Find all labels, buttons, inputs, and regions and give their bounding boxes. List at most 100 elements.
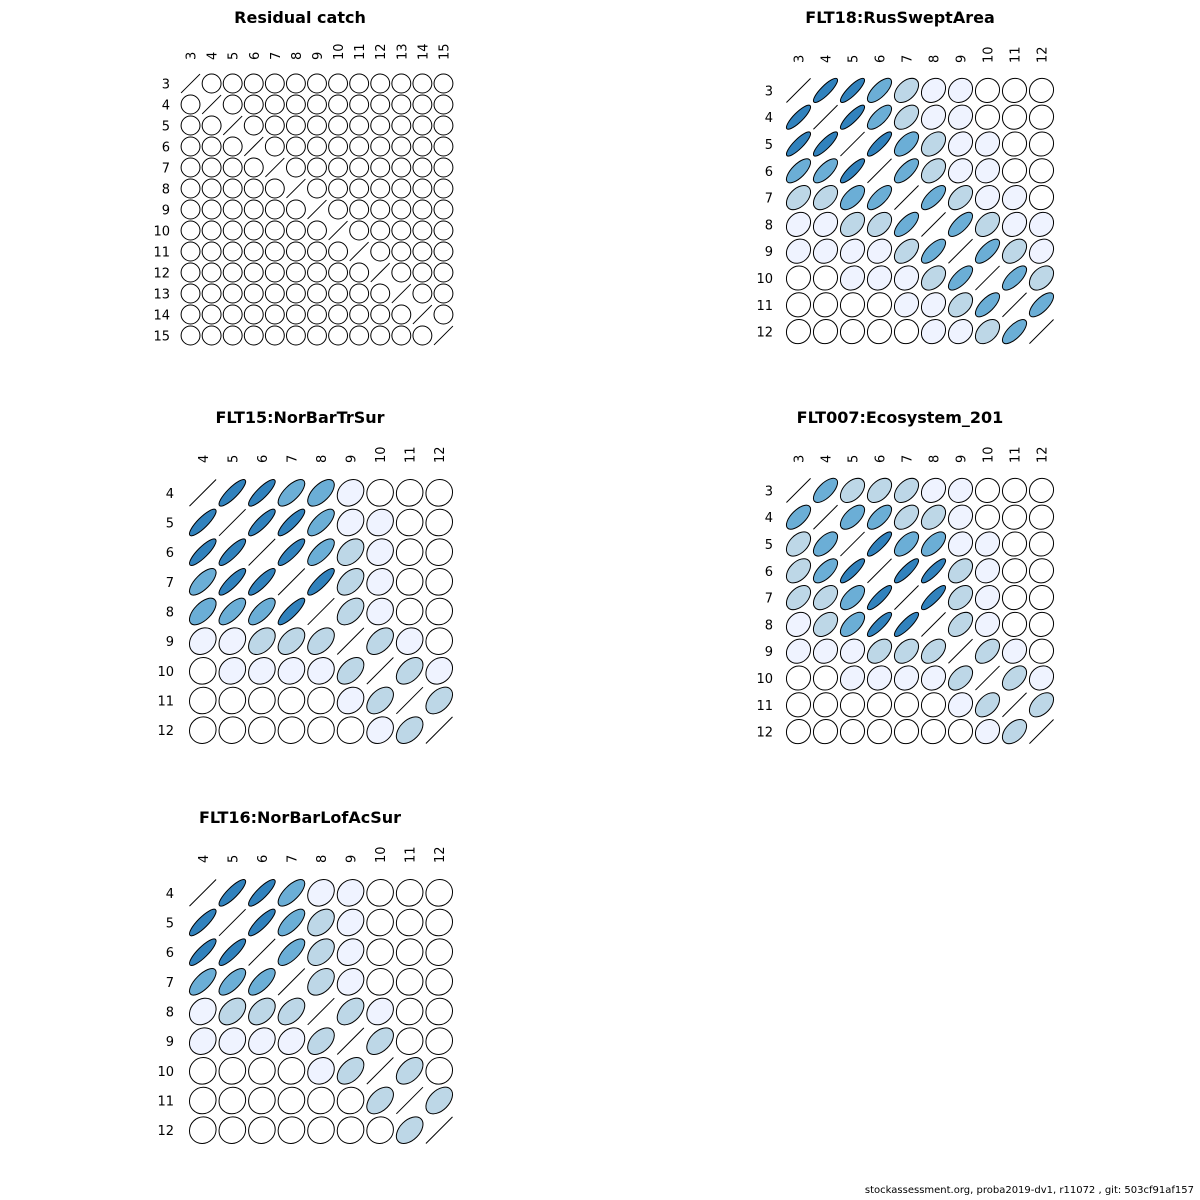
correlation-ellipse bbox=[336, 968, 365, 996]
column-label: 11 bbox=[404, 446, 419, 463]
correlation-ellipse bbox=[866, 185, 893, 211]
correlation-ellipse bbox=[277, 1027, 306, 1055]
correlation-ellipse bbox=[974, 692, 1001, 718]
correlation-ellipse bbox=[391, 241, 412, 262]
correlation-ellipse bbox=[349, 262, 370, 283]
correlation-ellipse bbox=[839, 585, 866, 611]
correlation-ellipse bbox=[893, 77, 920, 103]
correlation-ellipse bbox=[277, 1086, 306, 1115]
correlation-ellipse bbox=[366, 479, 394, 507]
correlation-ellipse bbox=[974, 185, 1001, 211]
correlation-ellipse bbox=[893, 104, 920, 130]
diagonal-mark bbox=[328, 220, 348, 241]
correlation-ellipse bbox=[264, 325, 285, 346]
correlation-ellipse bbox=[307, 627, 335, 655]
diagonal-mark bbox=[948, 238, 973, 264]
column-label: 3 bbox=[185, 52, 200, 60]
diagonal-mark bbox=[391, 283, 412, 304]
correlation-ellipse bbox=[307, 136, 327, 157]
correlation-ellipse bbox=[893, 611, 920, 637]
correlation-ellipse bbox=[785, 292, 812, 318]
correlation-ellipse bbox=[307, 879, 335, 907]
diagonal-mark bbox=[307, 997, 335, 1026]
correlation-ellipse bbox=[243, 262, 264, 283]
column-label: 5 bbox=[226, 455, 241, 463]
correlation-ellipse bbox=[920, 77, 947, 103]
row-label: 12 bbox=[153, 267, 170, 282]
correlation-ellipse bbox=[307, 686, 335, 715]
correlation-ellipse bbox=[1028, 477, 1055, 503]
correlation-ellipse bbox=[248, 568, 276, 596]
correlation-ellipse bbox=[425, 686, 454, 715]
correlation-ellipse bbox=[974, 719, 1001, 745]
diagonal-mark bbox=[366, 1057, 394, 1085]
correlation-ellipse bbox=[395, 1057, 424, 1085]
correlation-ellipse bbox=[218, 627, 247, 655]
correlation-ellipse bbox=[785, 692, 812, 718]
diagonal-mark bbox=[180, 73, 201, 94]
column-label: 13 bbox=[395, 43, 410, 60]
column-label: 14 bbox=[416, 43, 431, 60]
corr-panel: FLT15:NorBarTrSur 4 5 6 7 8 9 10 11 12 4 5 6 7 8 9 10 11 1… bbox=[157, 408, 454, 744]
correlation-ellipse bbox=[425, 1057, 454, 1085]
correlation-ellipse bbox=[336, 686, 365, 715]
correlation-ellipse bbox=[370, 199, 391, 220]
correlation-ellipse bbox=[812, 131, 839, 157]
correlation-ellipse bbox=[218, 1116, 247, 1144]
column-label: 8 bbox=[290, 52, 305, 60]
diagonal-mark bbox=[975, 665, 1000, 691]
correlation-ellipse bbox=[180, 283, 201, 304]
row-label: 8 bbox=[166, 606, 174, 621]
correlation-ellipse bbox=[277, 1116, 306, 1144]
correlation-ellipse bbox=[336, 908, 365, 937]
correlation-ellipse bbox=[1001, 558, 1028, 584]
correlation-ellipse bbox=[218, 879, 247, 907]
correlation-ellipse bbox=[412, 73, 433, 94]
correlation-ellipse bbox=[412, 178, 433, 199]
correlation-ellipse bbox=[307, 1116, 335, 1144]
diagonal-mark bbox=[425, 1116, 453, 1144]
column-label: 6 bbox=[874, 55, 889, 63]
correlation-ellipse bbox=[866, 319, 893, 345]
correlation-ellipse bbox=[947, 77, 974, 103]
correlation-ellipse bbox=[920, 719, 947, 745]
correlation-ellipse bbox=[391, 73, 412, 94]
correlation-ellipse bbox=[974, 104, 1001, 130]
correlation-ellipse bbox=[947, 504, 974, 530]
correlation-ellipse bbox=[866, 238, 893, 264]
diagonal-mark bbox=[894, 185, 919, 211]
correlation-ellipse bbox=[391, 94, 412, 115]
row-label: 6 bbox=[765, 165, 773, 180]
correlation-ellipse bbox=[812, 77, 839, 103]
correlation-ellipse bbox=[947, 585, 974, 611]
row-label: 6 bbox=[162, 141, 170, 156]
correlation-ellipse bbox=[222, 304, 243, 325]
correlation-ellipse bbox=[248, 508, 276, 537]
correlation-ellipse bbox=[201, 304, 222, 325]
column-label: 5 bbox=[847, 55, 862, 63]
correlation-ellipse bbox=[336, 568, 365, 596]
correlation-ellipse bbox=[974, 638, 1001, 664]
row-label: 8 bbox=[166, 1006, 174, 1021]
diagonal-mark bbox=[921, 211, 946, 237]
correlation-ellipse bbox=[920, 665, 947, 691]
correlation-ellipse bbox=[1001, 185, 1028, 211]
correlation-ellipse bbox=[328, 283, 349, 304]
correlation-ellipse bbox=[974, 292, 1001, 318]
column-label: 6 bbox=[256, 455, 271, 463]
row-label: 7 bbox=[166, 976, 174, 991]
correlation-ellipse bbox=[328, 199, 349, 220]
correlation-ellipse bbox=[366, 538, 394, 566]
column-label: 11 bbox=[353, 43, 368, 60]
correlation-ellipse bbox=[307, 938, 335, 966]
correlation-ellipse bbox=[920, 238, 947, 264]
correlation-ellipse bbox=[277, 716, 306, 744]
correlation-ellipse bbox=[366, 686, 394, 715]
row-label: 4 bbox=[162, 99, 170, 114]
correlation-ellipse bbox=[920, 185, 947, 211]
correlation-ellipse bbox=[839, 665, 866, 691]
correlation-ellipse bbox=[425, 908, 454, 937]
correlation-ellipse bbox=[785, 185, 812, 211]
column-label: 6 bbox=[248, 52, 263, 60]
correlation-ellipse bbox=[1028, 238, 1055, 264]
